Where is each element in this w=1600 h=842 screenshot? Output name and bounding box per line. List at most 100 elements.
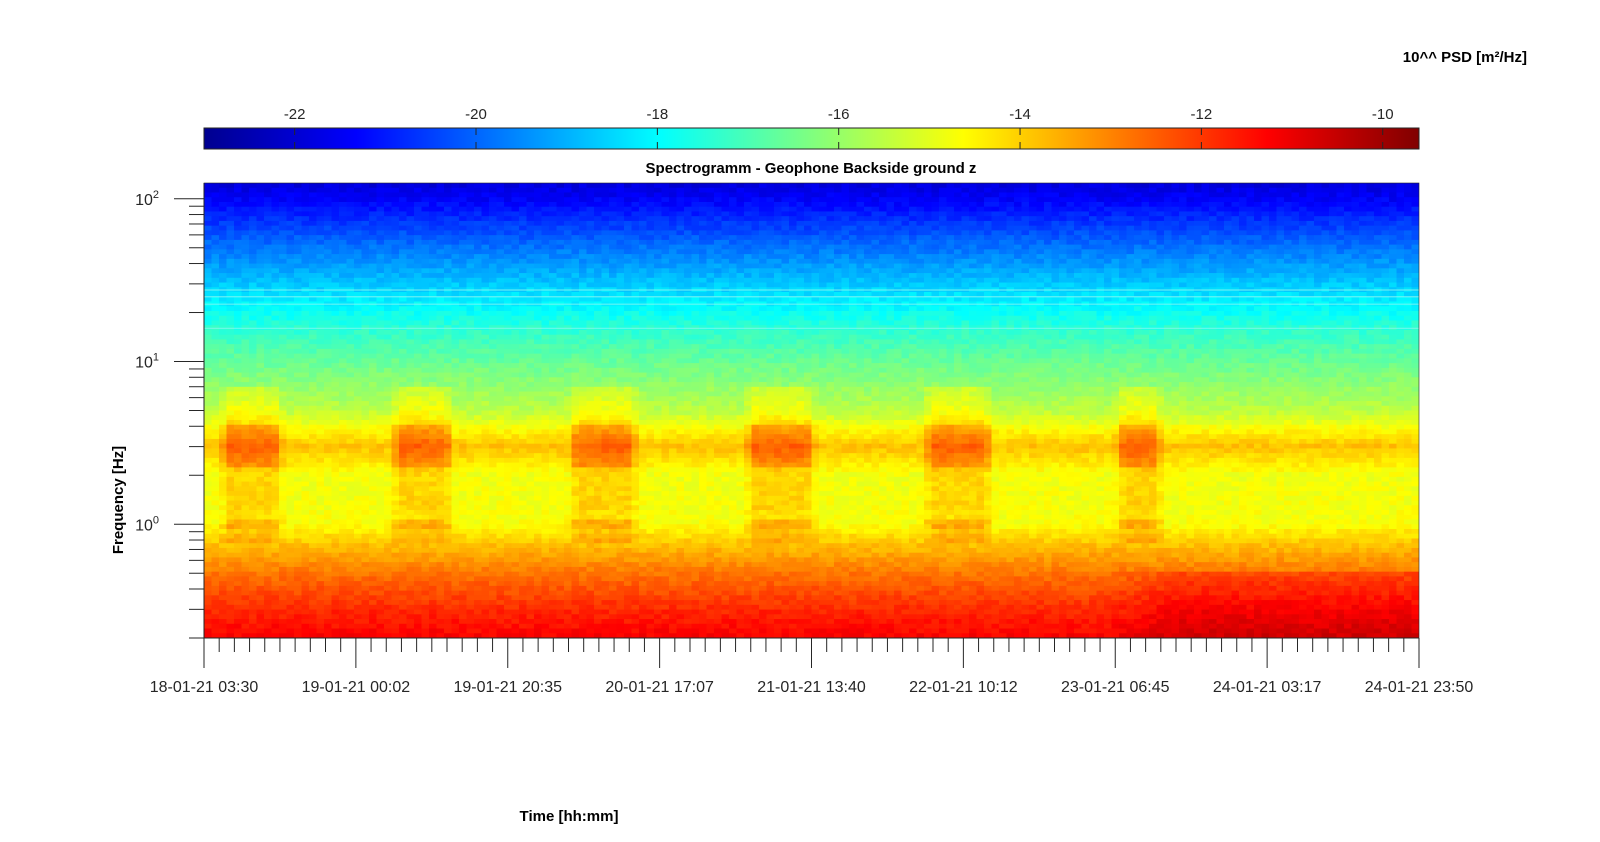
heatmap-cell (339, 443, 348, 450)
heatmap-cell (331, 443, 340, 450)
heatmap-cell (444, 211, 453, 217)
heatmap-cell (549, 505, 558, 511)
heatmap-cell (204, 552, 213, 559)
heatmap-cell (331, 472, 340, 478)
heatmap-cell (556, 633, 565, 638)
heatmap-cell (204, 557, 213, 563)
heatmap-cell (391, 448, 400, 454)
heatmap-cell (444, 363, 453, 369)
heatmap-cell (331, 249, 340, 255)
heatmap-cell (324, 216, 333, 222)
heatmap-cell (226, 619, 235, 625)
heatmap-cell (549, 386, 558, 393)
heatmap-cell (414, 187, 423, 194)
heatmap-cell (511, 585, 520, 592)
heatmap-cell (571, 557, 580, 563)
heatmap-cell (466, 273, 475, 279)
heatmap-cell (361, 619, 370, 625)
heatmap-cell (586, 235, 595, 241)
heatmap-cell (256, 481, 265, 487)
heatmap-cell (444, 462, 453, 468)
heatmap-cell (309, 453, 318, 459)
heatmap-cell (219, 306, 228, 312)
heatmap-cell (361, 334, 370, 341)
heatmap-cell (436, 415, 445, 421)
heatmap-cell (219, 348, 228, 355)
heatmap-cell (526, 619, 535, 625)
heatmap-cell (564, 306, 573, 312)
heatmap-cell (481, 633, 490, 638)
heatmap-cell (511, 315, 520, 322)
heatmap-cell (256, 249, 265, 255)
heatmap-cell (519, 619, 528, 625)
heatmap-cell (564, 315, 573, 322)
heatmap-cell (399, 183, 408, 189)
heatmap-cell (571, 334, 580, 341)
heatmap-cell (384, 590, 393, 596)
heatmap-cell (324, 183, 333, 189)
heatmap-cell (556, 220, 565, 227)
heatmap-cell (339, 183, 348, 189)
heatmap-cell (564, 363, 573, 369)
heatmap-cell (579, 562, 588, 568)
heatmap-cell (399, 429, 408, 435)
heatmap-cell (316, 348, 325, 355)
heatmap-cell (256, 187, 265, 194)
heatmap-cell (376, 562, 385, 568)
heatmap-cell (391, 187, 400, 194)
heatmap-cell (481, 254, 490, 260)
heatmap-cell (444, 396, 453, 402)
heatmap-cell (459, 334, 468, 341)
heatmap-cell (519, 363, 528, 369)
heatmap-cell (511, 310, 520, 317)
heatmap-cell (399, 533, 408, 540)
heatmap-cell (519, 528, 528, 535)
heatmap-cell (226, 590, 235, 596)
heatmap-cell (474, 344, 483, 350)
heatmap-cell (519, 524, 528, 530)
heatmap-cell (384, 201, 393, 208)
heatmap-cell (406, 600, 415, 606)
heatmap-cell (541, 424, 550, 431)
heatmap-cell (444, 377, 453, 383)
heatmap-cell (309, 192, 318, 198)
heatmap-cell (556, 410, 565, 416)
heatmap-cell (541, 623, 550, 630)
heatmap-cell (204, 604, 213, 611)
heatmap-cell (436, 623, 445, 630)
heatmap-cell (384, 462, 393, 468)
heatmap-cell (571, 590, 580, 596)
heatmap-cell (556, 348, 565, 355)
heatmap-cell (294, 538, 303, 544)
heatmap-cell (346, 524, 355, 530)
heatmap-cell (421, 547, 430, 554)
heatmap-cell (414, 254, 423, 260)
heatmap-cell (339, 282, 348, 288)
heatmap-cell (256, 339, 265, 345)
heatmap-cell (414, 429, 423, 435)
heatmap-cell (444, 576, 453, 582)
heatmap-cell (361, 543, 370, 549)
heatmap-cell (399, 344, 408, 350)
heatmap-cell (474, 415, 483, 421)
heatmap-cell (534, 619, 543, 625)
heatmap-cell (376, 524, 385, 530)
heatmap-cell (369, 595, 378, 601)
heatmap-cell (286, 183, 295, 189)
heatmap-cell (586, 429, 595, 435)
heatmap-cell (466, 348, 475, 355)
heatmap-cell (541, 571, 550, 577)
heatmap-cell (354, 329, 363, 336)
heatmap-cell (564, 197, 573, 203)
heatmap-cell (346, 273, 355, 279)
heatmap-cell (399, 486, 408, 492)
heatmap-cell (489, 315, 498, 322)
heatmap-cell (324, 472, 333, 478)
heatmap-cell (354, 348, 363, 355)
heatmap-cell (429, 481, 438, 487)
heatmap-cell (436, 438, 445, 445)
colorbar-tick-labels: -22 -20 -18 -16 -14 -12 -10 (284, 106, 1394, 123)
heatmap-cell (279, 495, 288, 502)
heatmap-cell (496, 183, 505, 189)
heatmap-cell (579, 581, 588, 587)
